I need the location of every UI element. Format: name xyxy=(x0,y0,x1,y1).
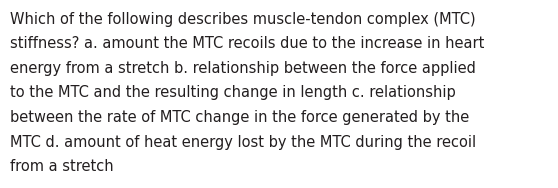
Text: between the rate of MTC change in the force generated by the: between the rate of MTC change in the fo… xyxy=(10,110,469,125)
Text: to the MTC and the resulting change in length c. relationship: to the MTC and the resulting change in l… xyxy=(10,86,456,101)
Text: Which of the following describes muscle-tendon complex (MTC): Which of the following describes muscle-… xyxy=(10,12,475,27)
Text: stiffness? a. amount the MTC recoils due to the increase in heart: stiffness? a. amount the MTC recoils due… xyxy=(10,36,484,52)
Text: energy from a stretch b. relationship between the force applied: energy from a stretch b. relationship be… xyxy=(10,61,476,76)
Text: from a stretch: from a stretch xyxy=(10,159,114,174)
Text: MTC d. amount of heat energy lost by the MTC during the recoil: MTC d. amount of heat energy lost by the… xyxy=(10,134,476,149)
